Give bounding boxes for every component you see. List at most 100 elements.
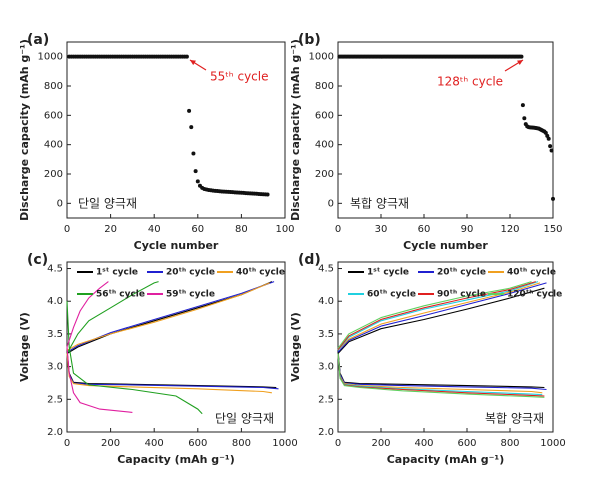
data-point — [265, 192, 270, 197]
annotation: 128ᵗʰ cycle — [437, 75, 503, 89]
annotation: 단일 양극재 — [78, 197, 137, 211]
data-point — [195, 179, 200, 184]
x-tick-label: 400 — [145, 438, 164, 449]
arrow-head — [517, 60, 523, 66]
data-point — [184, 54, 189, 59]
y-tick-label: 4.0 — [318, 296, 334, 307]
annotation: 단일 양극재 — [215, 412, 274, 426]
data-point — [191, 151, 196, 156]
y-tick-label: 800 — [315, 81, 334, 92]
legend-label: 56ᵗʰ cycle — [96, 290, 145, 300]
y-tick-label: 200 — [44, 169, 63, 180]
annotation: 복합 양극재 — [350, 197, 409, 211]
y-tick-label: 600 — [44, 110, 63, 121]
plot-frame — [337, 261, 554, 433]
data-point — [189, 125, 194, 130]
data-point — [549, 148, 554, 153]
y-tick-label: 1000 — [38, 52, 63, 63]
x-tick-label: 60 — [191, 224, 204, 235]
x-axis-label: Capacity (mAh g⁻¹) — [117, 453, 235, 466]
x-tick-label: 90 — [461, 224, 474, 235]
x-tick-label: 100 — [275, 224, 294, 235]
y-tick-label: 600 — [315, 110, 334, 121]
x-tick-label: 0 — [335, 438, 341, 449]
x-tick-label: 600 — [188, 438, 207, 449]
voltage-curve — [66, 281, 133, 413]
x-tick-label: 200 — [371, 438, 390, 449]
legend-label: 40ᵗʰ cycle — [236, 268, 285, 278]
x-tick-label: 0 — [335, 224, 341, 235]
y-tick-label: 200 — [315, 169, 334, 180]
legend-label: 40ᵗʰ cycle — [507, 268, 556, 278]
x-tick-label: 80 — [235, 224, 248, 235]
panel-label: (d) — [298, 252, 321, 268]
x-tick-label: 60 — [418, 224, 431, 235]
data-point — [546, 136, 551, 141]
data-point — [548, 144, 553, 149]
y-tick-label: 4.5 — [47, 264, 63, 275]
x-tick-label: 120 — [500, 224, 519, 235]
x-tick-label: 400 — [414, 438, 433, 449]
data-point — [522, 116, 527, 121]
y-tick-label: 2.0 — [47, 427, 63, 438]
x-tick-label: 0 — [64, 224, 70, 235]
y-tick-label: 3.5 — [318, 329, 334, 340]
arrow-head — [190, 60, 196, 66]
x-tick-label: 1000 — [272, 438, 297, 449]
panel-label: (a) — [27, 32, 49, 48]
x-axis-label: Cycle number — [403, 239, 488, 252]
y-tick-label: 400 — [44, 140, 63, 151]
y-tick-label: 3.0 — [318, 362, 334, 373]
data-point — [187, 108, 192, 113]
legend-label: 1ˢᵗ cycle — [96, 268, 138, 278]
legend-label: 20ᵗʰ cycle — [166, 268, 215, 278]
voltage-curve — [337, 282, 547, 391]
x-axis-label: Cycle number — [134, 239, 219, 252]
y-tick-label: 3.0 — [47, 362, 63, 373]
annotation: 복합 양극재 — [485, 412, 544, 426]
x-tick-label: 20 — [104, 224, 117, 235]
y-axis-label: Discharge capacity (mAh g⁻¹) — [289, 39, 302, 221]
data-point — [193, 169, 198, 174]
y-axis-label: Discharge capacity (mAh g⁻¹) — [18, 39, 31, 221]
y-tick-label: 3.5 — [47, 329, 63, 340]
x-tick-label: 40 — [148, 224, 161, 235]
y-tick-label: 800 — [44, 81, 63, 92]
y-tick-label: 1000 — [309, 52, 334, 63]
annotation: 55ᵗʰ cycle — [210, 70, 269, 84]
y-axis-label: Voltage (V) — [18, 312, 31, 382]
x-tick-label: 1000 — [540, 438, 565, 449]
y-tick-label: 0 — [57, 198, 63, 209]
panel-label: (b) — [298, 32, 321, 48]
y-tick-label: 2.5 — [47, 394, 63, 405]
x-tick-label: 600 — [457, 438, 476, 449]
data-point — [519, 54, 524, 59]
x-axis-label: Capacity (mAh g⁻¹) — [387, 453, 505, 466]
legend-label: 90ᵗʰ cycle — [437, 290, 486, 300]
plot-frame — [66, 41, 286, 219]
y-tick-label: 4.0 — [47, 296, 63, 307]
data-point — [520, 103, 525, 108]
legend-label: 60ᵗʰ cycle — [367, 290, 416, 300]
voltage-curve — [66, 281, 203, 415]
y-tick-label: 2.5 — [318, 394, 334, 405]
y-tick-label: 2.0 — [318, 427, 334, 438]
legend-label: 120ᵗʰ cycle — [507, 290, 562, 300]
data-point — [551, 196, 555, 201]
y-tick-label: 400 — [315, 140, 334, 151]
x-tick-label: 150 — [543, 224, 562, 235]
x-tick-label: 800 — [500, 438, 519, 449]
x-tick-label: 800 — [232, 438, 251, 449]
x-tick-label: 30 — [375, 224, 388, 235]
y-tick-label: 0 — [328, 198, 334, 209]
plot-frame — [337, 41, 554, 219]
y-tick-label: 4.5 — [318, 264, 334, 275]
x-tick-label: 0 — [64, 438, 70, 449]
voltage-curve — [337, 281, 545, 398]
y-axis-label: Voltage (V) — [289, 312, 302, 382]
legend-label: 20ᵗʰ cycle — [437, 268, 486, 278]
panel-label: (c) — [27, 252, 48, 268]
x-tick-label: 200 — [101, 438, 120, 449]
